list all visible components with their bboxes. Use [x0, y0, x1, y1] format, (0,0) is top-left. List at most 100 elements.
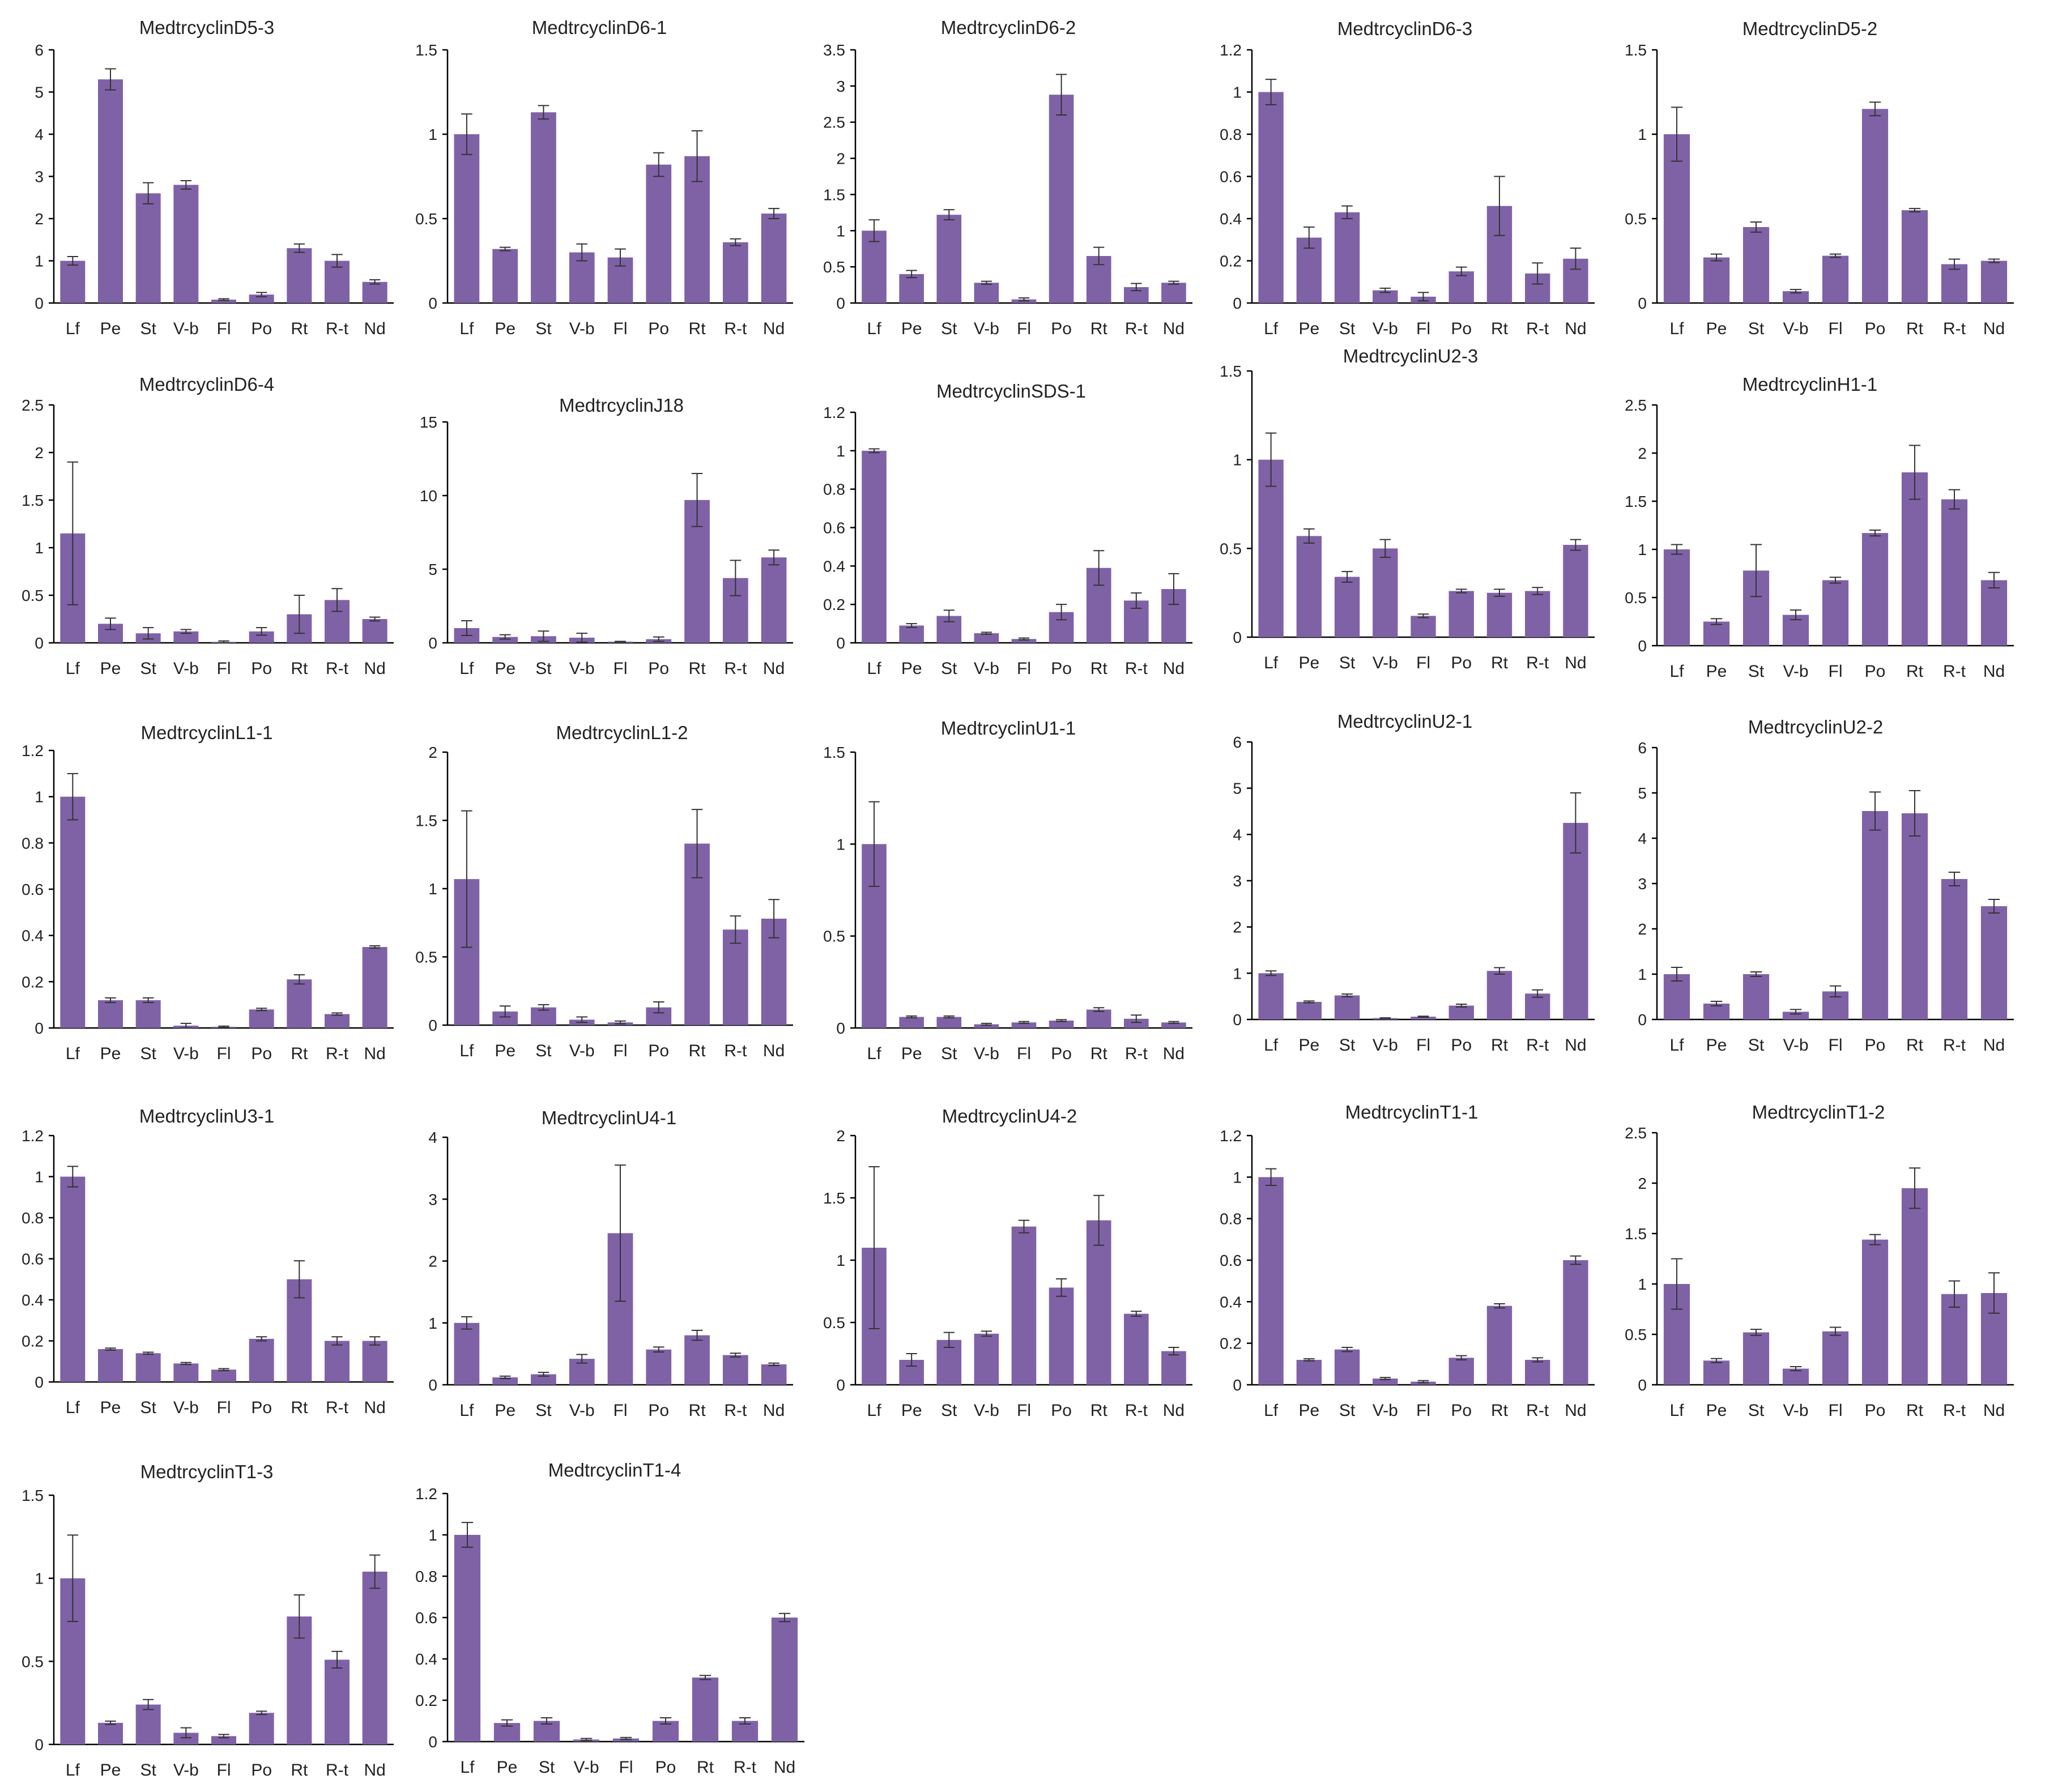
x-tick-label: Po: [251, 319, 272, 338]
x-tick-label: Nd: [364, 659, 385, 678]
y-tick-label: 1.5: [823, 1189, 845, 1207]
bar: [1486, 971, 1513, 1019]
chart-title: MedtrcyclinU3-1: [139, 1106, 274, 1127]
bar: [1161, 283, 1186, 303]
x-tick-label: Lf: [1264, 1036, 1279, 1055]
x-tick-label: R-t: [326, 1044, 349, 1063]
x-tick-label: Nd: [1565, 319, 1586, 338]
x-tick-label: R-t: [326, 659, 349, 678]
bar: [862, 450, 887, 643]
chart-panel: MedtrcyclinU2-3 0 0.5 1 1.5 Lf Pe St V-b Fl Po Rt R-…: [1220, 345, 1595, 672]
x-tick-label: R-t: [734, 1758, 757, 1777]
x-tick-label: Pe: [100, 319, 121, 338]
x-tick-label: Po: [251, 1761, 272, 1780]
bar: [1901, 472, 1928, 646]
y-tick-label: 1.5: [1220, 362, 1242, 380]
bar: [135, 1704, 161, 1744]
y-tick-label: 1.5: [415, 41, 437, 59]
x-tick-label: Pe: [495, 319, 515, 338]
bar: [1861, 109, 1889, 304]
x-tick-label: Nd: [364, 319, 385, 338]
y-tick-label: 0.5: [22, 587, 44, 604]
x-tick-label: Lf: [66, 659, 80, 678]
x-tick-label: V-b: [173, 659, 199, 678]
x-tick-label: Pe: [901, 319, 922, 338]
bar: [362, 619, 387, 643]
y-tick-label: 0: [428, 1733, 437, 1751]
x-tick-label: V-b: [1373, 1036, 1398, 1055]
y-tick-label: 1: [35, 253, 44, 270]
x-tick-label: V-b: [1783, 1401, 1808, 1420]
y-tick-label: 0.4: [1220, 1293, 1242, 1311]
x-tick-label: Fl: [1829, 319, 1843, 338]
bar: [362, 1571, 387, 1744]
y-tick-label: 0.6: [1220, 1252, 1242, 1269]
y-tick-label: 0: [1233, 295, 1242, 312]
x-tick-label: Fl: [614, 319, 628, 338]
x-tick-label: Pe: [1706, 1036, 1727, 1055]
x-tick-label: Rt: [1491, 319, 1509, 338]
y-tick-label: 0: [1638, 1376, 1647, 1394]
y-tick-label: 1.5: [22, 1487, 44, 1504]
bar: [1742, 974, 1770, 1019]
x-tick-label: Fl: [1017, 1401, 1031, 1420]
y-tick-label: 0: [35, 295, 44, 312]
x-tick-label: St: [535, 1042, 552, 1060]
bar: [1563, 545, 1588, 637]
bar: [936, 215, 962, 303]
y-tick-label: 0: [1233, 1011, 1242, 1029]
bar: [1373, 1379, 1398, 1385]
x-tick-label: St: [941, 1044, 957, 1063]
bar: [936, 1017, 962, 1028]
bar: [1941, 499, 1968, 646]
bar: [135, 1353, 161, 1382]
x-tick-label: R-t: [1943, 662, 1966, 681]
x-tick-label: Po: [251, 1398, 272, 1417]
x-tick-label: Rt: [291, 1044, 308, 1063]
chart-title: MedtrcyclinT1-1: [1345, 1102, 1479, 1123]
y-tick-label: 0: [836, 295, 845, 312]
x-tick-label: Po: [251, 1044, 272, 1063]
y-tick-label: 1: [836, 835, 845, 853]
x-tick-label: Rt: [1090, 659, 1108, 678]
y-tick-label: 1: [836, 1252, 845, 1269]
x-tick-label: R-t: [1125, 319, 1148, 338]
x-tick-label: St: [1339, 1036, 1356, 1055]
bar: [1782, 1368, 1809, 1385]
bar: [1373, 548, 1398, 637]
bar: [1334, 995, 1360, 1019]
x-tick-label: Rt: [1906, 1036, 1924, 1055]
bar: [1703, 621, 1730, 646]
x-tick-label: Pe: [100, 1044, 121, 1063]
x-tick-label: Rt: [1906, 1401, 1924, 1420]
chart-panel: MedtrcyclinU3-1 0 0.2 0.4 0.6 0.8 1 1.2 Lf Pe St V-…: [22, 1106, 394, 1417]
x-tick-label: Fl: [1017, 319, 1031, 338]
y-tick-label: 2.5: [22, 396, 44, 414]
bar: [362, 281, 387, 303]
x-tick-label: Po: [1451, 654, 1472, 672]
y-tick-label: 1: [1233, 451, 1242, 469]
bar: [1448, 271, 1474, 303]
x-tick-label: Fl: [614, 1401, 628, 1420]
bar: [1448, 591, 1474, 637]
chart-title: MedtrcyclinT1-2: [1752, 1102, 1885, 1123]
bar: [1941, 879, 1968, 1019]
x-tick-label: Rt: [1906, 662, 1924, 681]
bar: [1124, 1018, 1149, 1028]
x-tick-label: Lf: [867, 1401, 882, 1420]
y-tick-label: 1.2: [1220, 41, 1242, 59]
chart-panel: MedtrcyclinT1-2 0 0.5 1 1.5 2 2.5 Lf Pe St V-b Fl Po…: [1625, 1102, 2014, 1420]
bar: [899, 1017, 924, 1028]
x-tick-label: Pe: [1298, 1036, 1319, 1055]
bar: [60, 796, 86, 1028]
y-tick-label: 0.2: [22, 1333, 44, 1350]
x-tick-label: Po: [1451, 1036, 1472, 1055]
x-tick-label: Fl: [1416, 654, 1430, 672]
chart-panel: MedtrcyclinT1-3 0 0.5 1 1.5 Lf Pe St V-b Fl Po Rt R-…: [22, 1461, 394, 1780]
x-tick-label: St: [1339, 319, 1356, 338]
bar: [98, 79, 123, 303]
y-tick-label: 0: [428, 1017, 437, 1034]
y-tick-label: 2: [1638, 1175, 1647, 1192]
bar: [98, 1000, 123, 1028]
y-tick-label: 1.5: [1625, 493, 1647, 510]
